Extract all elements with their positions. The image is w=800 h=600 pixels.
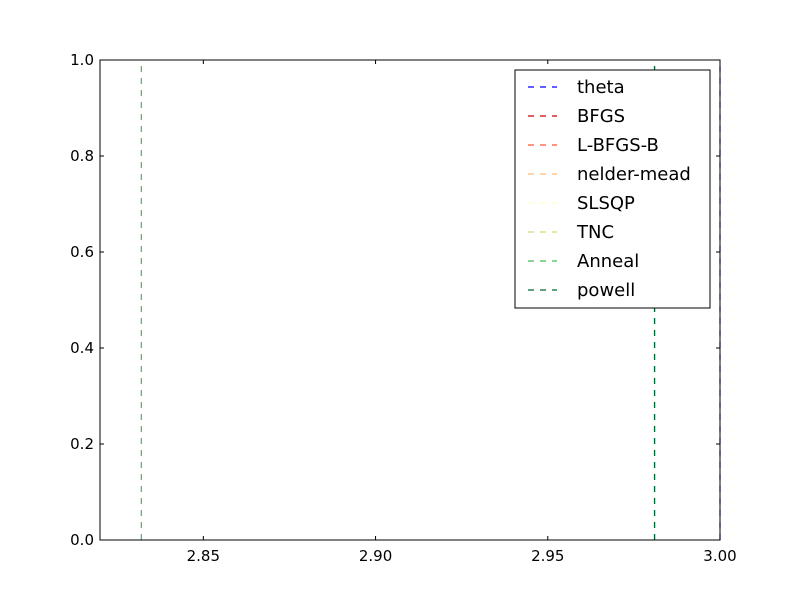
x-tick-label: 2.85	[187, 547, 220, 565]
legend-label: TNC	[576, 222, 614, 243]
x-tick-label: 3.00	[703, 547, 736, 565]
legend-label: powell	[577, 280, 635, 301]
axes-frame	[99, 59, 721, 541]
x-tick-label: 2.90	[359, 547, 392, 565]
legend-label: L-BFGS-B	[577, 135, 659, 156]
x-tick-label: 2.95	[531, 547, 564, 565]
legend-label: BFGS	[577, 106, 625, 127]
y-tick-label: 0.8	[70, 147, 94, 165]
legend-label: theta	[577, 77, 625, 98]
y-tick-label: 0.6	[70, 243, 94, 261]
y-tick-label: 1.0	[70, 51, 94, 69]
y-tick-label: 0.4	[70, 339, 94, 357]
legend: theta BFGS L-BFGS-B nelder-mead SLSQP TNC Anne…	[514, 69, 711, 309]
y-tick-label: 0.0	[70, 531, 94, 549]
y-tick-label: 0.2	[70, 435, 94, 453]
legend-label: nelder-mead	[577, 164, 691, 185]
legend-box	[514, 69, 711, 309]
legend-label: Anneal	[577, 251, 639, 272]
tick-layer: 2.85 2.90 2.95 3.00 0.0 0.2 0.4 0.6 0.8 1.0	[70, 51, 737, 565]
legend-label: SLSQP	[577, 193, 635, 214]
